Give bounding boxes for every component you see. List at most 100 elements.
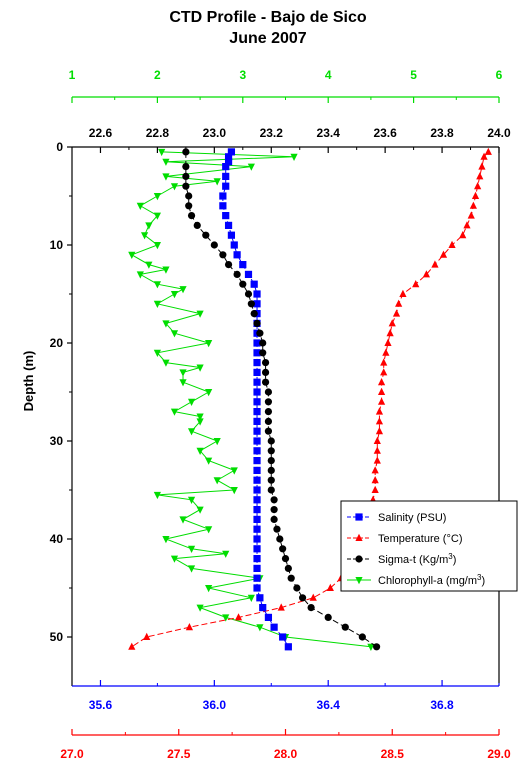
chlorophyll-point xyxy=(153,242,161,250)
sigma-point xyxy=(270,515,278,524)
temperature-point xyxy=(377,378,386,386)
chlorophyll-point xyxy=(205,526,213,534)
salinity-point xyxy=(253,496,261,504)
sigma-point xyxy=(287,574,295,582)
salinity-point xyxy=(253,368,261,376)
depth-tick-label: 0 xyxy=(56,140,63,154)
temperature-point xyxy=(392,309,401,317)
temperature-point xyxy=(476,172,484,180)
sigma-tick-label: 23.4 xyxy=(317,126,341,140)
temperature-point xyxy=(143,632,151,640)
chlorophyll-point xyxy=(290,153,298,161)
depth-tick-label: 20 xyxy=(50,336,64,350)
sigma-point xyxy=(267,476,275,484)
salinity-point xyxy=(253,290,261,298)
temperature-point xyxy=(371,485,379,493)
chlorophyll-point xyxy=(153,300,161,308)
sigma-point xyxy=(182,172,190,180)
salinity-point xyxy=(284,643,292,651)
salinity-point xyxy=(227,148,236,156)
chlorophyll-point xyxy=(205,457,213,465)
salinity-tick-label: 36.4 xyxy=(317,698,341,712)
chlorophyll-point xyxy=(179,369,187,377)
sigma-point xyxy=(219,251,227,259)
salinity-point xyxy=(253,427,261,435)
salinity-point xyxy=(279,633,287,641)
sigma-point xyxy=(341,623,349,631)
chlorophyll-point xyxy=(367,643,375,651)
temperature-point xyxy=(373,446,381,454)
temperature-point xyxy=(185,623,194,631)
temperature-point xyxy=(373,456,381,464)
sigma-point xyxy=(210,241,218,249)
temperature-point xyxy=(371,476,379,484)
sigma-tick-label: 23.0 xyxy=(203,126,227,140)
sigma-point xyxy=(270,506,278,514)
sigma-point xyxy=(270,496,278,504)
chlorophyll-point xyxy=(205,585,213,593)
temperature-point xyxy=(377,397,386,405)
salinity-point xyxy=(222,182,230,190)
legend-marker xyxy=(355,555,363,563)
sigma-point xyxy=(250,310,258,318)
temperature-tick-label: 27.0 xyxy=(60,747,84,761)
chlorophyll-point xyxy=(187,398,196,406)
salinity-point xyxy=(222,172,230,180)
temperature-point xyxy=(439,250,448,258)
sigma-point xyxy=(276,535,284,543)
chlorophyll-point xyxy=(196,364,204,372)
sigma-series xyxy=(182,148,381,651)
temperature-point xyxy=(377,387,386,395)
chlorophyll-point xyxy=(222,614,230,622)
sigma-point xyxy=(193,221,201,229)
chlorophyll-point xyxy=(230,467,238,475)
temperature-point xyxy=(399,289,407,297)
legend-label: Chlorophyll-a (mg/m3) xyxy=(378,573,485,587)
salinity-point xyxy=(253,457,261,465)
sigma-point xyxy=(261,378,270,386)
legend-marker xyxy=(355,513,363,521)
chlorophyll-point xyxy=(196,418,204,426)
legend: Salinity (PSU) Temperature (°C) Sigma-t (K… xyxy=(340,500,518,592)
chlorophyll-point xyxy=(222,550,230,558)
temperature-point xyxy=(277,603,285,611)
temperature-point xyxy=(375,427,384,435)
salinity-point xyxy=(224,153,233,161)
depth-tick-label: 40 xyxy=(50,532,64,546)
sigma-point xyxy=(358,633,366,641)
salinity-point xyxy=(253,359,261,367)
temperature-point xyxy=(326,583,334,591)
chart-subtitle: June 2007 xyxy=(229,30,306,47)
sigma-tick-label: 23.6 xyxy=(373,126,397,140)
chlorophyll-point xyxy=(153,193,161,201)
salinity-point xyxy=(253,476,261,484)
temperature-point xyxy=(467,211,475,219)
salinity-point xyxy=(244,270,253,278)
salinity-point xyxy=(253,388,261,396)
chlorophyll-point xyxy=(153,281,161,289)
temperature-point xyxy=(386,329,394,337)
salinity-point xyxy=(259,604,267,612)
chlorophyll-point xyxy=(196,604,204,612)
salinity-point xyxy=(253,300,261,308)
sigma-point xyxy=(267,437,275,445)
sigma-point xyxy=(253,319,261,327)
legend-marker xyxy=(355,533,363,541)
chlorophyll-point xyxy=(140,232,149,240)
chlorophyll-point xyxy=(187,496,196,504)
chlorophyll-point xyxy=(213,438,221,446)
chlorophyll-tick-label: 6 xyxy=(496,68,503,82)
sigma-point xyxy=(264,398,273,406)
sigma-point xyxy=(279,545,287,553)
chlorophyll-point xyxy=(213,477,221,485)
temperature-point xyxy=(380,358,388,366)
legend-label: Temperature (°C) xyxy=(378,533,462,545)
chlorophyll-point xyxy=(145,222,153,230)
chlorophyll-point xyxy=(162,173,170,181)
salinity-tick-label: 36.8 xyxy=(430,698,454,712)
temperature-point xyxy=(395,299,403,307)
salinity-tick-label: 35.6 xyxy=(89,698,113,712)
temperature-tick-label: 28.5 xyxy=(381,747,405,761)
temperature-line xyxy=(131,151,489,648)
